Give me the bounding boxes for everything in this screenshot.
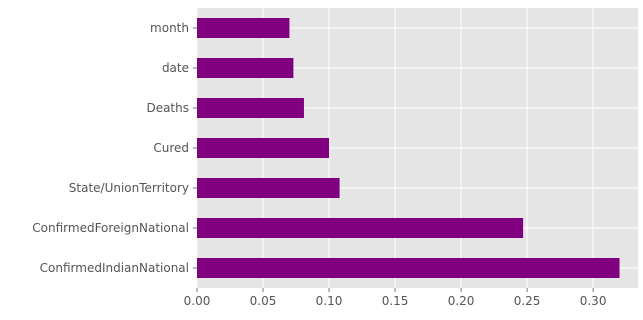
- bar-date: [197, 58, 294, 78]
- bar-deaths: [197, 98, 304, 118]
- x-tick-label: 0.10: [316, 294, 343, 308]
- bar-state-unionterritory: [197, 178, 340, 198]
- x-tick-label: 0.30: [580, 294, 607, 308]
- bars: [197, 18, 620, 278]
- x-tick-label: 0.05: [250, 294, 277, 308]
- y-tick-label: ConfirmedIndianNational: [40, 261, 189, 275]
- y-axis: ConfirmedIndianNational ConfirmedForeignN…: [32, 21, 197, 275]
- x-axis: 0.00 0.05 0.10 0.15 0.20 0.25 0.30: [184, 288, 607, 308]
- y-tick-label: month: [150, 21, 189, 35]
- bar-cured: [197, 138, 330, 158]
- x-tick-label: 0.20: [448, 294, 475, 308]
- x-tick-label: 0.15: [382, 294, 409, 308]
- y-tick-label: Cured: [153, 141, 189, 155]
- y-tick-label: State/UnionTerritory: [69, 181, 189, 195]
- y-tick-label: ConfirmedForeignNational: [32, 221, 189, 235]
- x-tick-label: 0.25: [514, 294, 541, 308]
- bar-month: [197, 18, 290, 38]
- y-tick-label: date: [162, 61, 189, 75]
- bar-confirmedforeignnational: [197, 218, 524, 238]
- bar-confirmedindiannational: [197, 258, 620, 278]
- y-tick-label: Deaths: [146, 101, 189, 115]
- x-tick-label: 0.00: [184, 294, 211, 308]
